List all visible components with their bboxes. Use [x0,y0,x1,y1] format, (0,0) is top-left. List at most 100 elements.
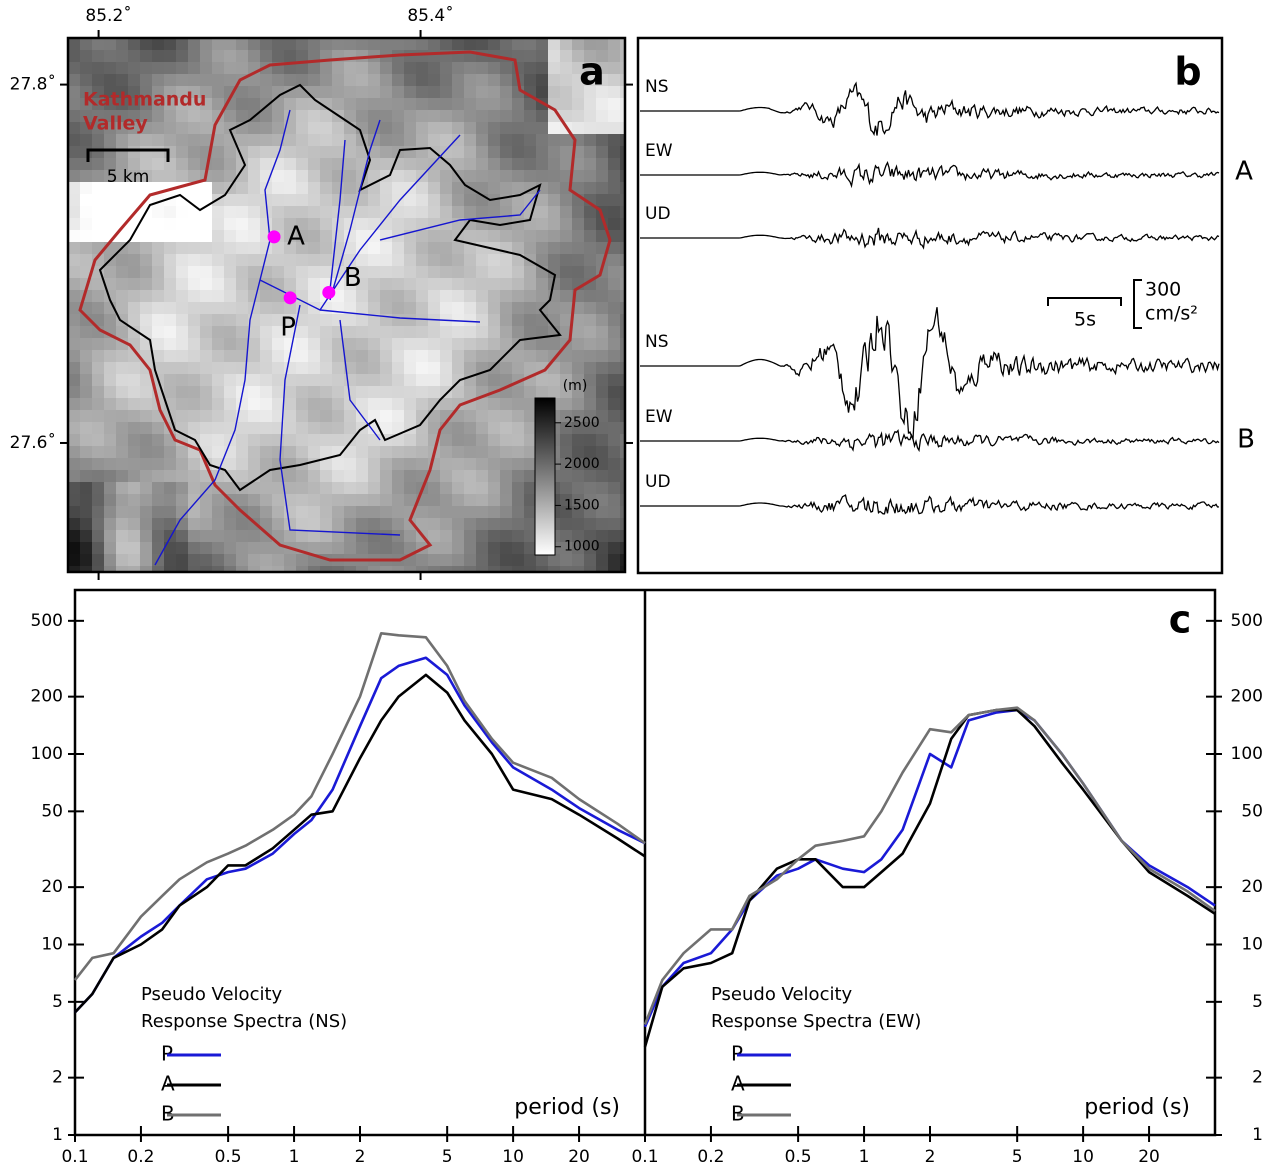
elevation-cell [500,122,513,135]
elevation-cell [380,86,393,99]
elevation-cell [476,266,489,279]
elevation-cell [476,422,489,435]
elevation-cell [260,146,273,159]
elevation-cell [584,302,597,315]
elevation-cell [596,170,609,183]
elevation-cell [68,122,81,135]
elevation-cell [596,194,609,207]
elevation-cell [188,242,201,255]
elevation-cell [608,554,621,567]
elevation-cell [200,554,213,567]
elevation-cell [320,422,333,435]
elevation-cell [500,38,513,51]
elevation-cell [152,62,165,75]
elevation-cell [404,38,417,51]
elevation-cell [428,494,441,507]
elevation-cell [272,254,285,267]
elevation-cell [152,230,165,243]
elevation-cell [452,506,465,519]
elevation-cell [440,398,453,411]
elevation-cell [380,38,393,51]
elevation-cell [152,218,165,231]
elevation-cell [80,482,93,495]
elevation-cell [536,134,549,147]
elevation-cell [464,470,477,483]
elevation-cell [320,374,333,387]
elevation-cell [332,122,345,135]
elevation-cell [476,86,489,99]
elevation-cell [68,266,81,279]
elevation-cell [128,422,141,435]
elevation-cell [92,218,105,231]
elevation-cell [320,170,333,183]
elevation-cell [104,134,117,147]
elevation-cell [512,434,525,447]
elevation-cell [212,374,225,387]
elevation-cell [128,434,141,447]
elevation-cell [608,518,621,531]
elevation-cell [92,458,105,471]
elevation-cell [392,410,405,423]
elevation-cell [512,422,525,435]
elevation-cell [440,182,453,195]
elevation-cell [548,182,561,195]
x-tick-label: 5 [1012,1147,1023,1167]
elevation-cell [152,314,165,327]
station [322,286,335,299]
elevation-cell [608,494,621,507]
elevation-cell [344,470,357,483]
elevation-cell [320,542,333,555]
elevation-cell [440,338,453,351]
elevation-cell [464,278,477,291]
elevation-cell [440,326,453,339]
elevation-cell [440,386,453,399]
elevation-cell [272,386,285,399]
elevation-cell [452,458,465,471]
elevation-cell [428,194,441,207]
elevation-cell [188,146,201,159]
elevation-cell [596,158,609,171]
elevation-cell [428,506,441,519]
elevation-cell [68,38,81,51]
elevation-cell [536,278,549,291]
elevation-cell [260,374,273,387]
elevation-cell [488,74,501,87]
elevation-cell [500,254,513,267]
elevation-cell [332,410,345,423]
elevation-cell [596,434,609,447]
elevation-cell [176,266,189,279]
elevation-cell [524,170,537,183]
elevation-cell [608,122,621,135]
elevation-cell [152,518,165,531]
elevation-cell [560,278,573,291]
elevation-cell [188,62,201,75]
elevation-cell [272,38,285,51]
elevation-cell [512,494,525,507]
elevation-cell [464,62,477,75]
elevation-cell [92,38,105,51]
elevation-cell [92,206,105,219]
elevation-cell [80,206,93,219]
elevation-cell [560,434,573,447]
elevation-cell [212,254,225,267]
elevation-cell [476,74,489,87]
elevation-cell [164,110,177,123]
elevation-cell [188,290,201,303]
elevation-cell [164,482,177,495]
elevation-cell [464,542,477,555]
elevation-cell [464,410,477,423]
elevation-cell [332,482,345,495]
elevation-cell [320,158,333,171]
elevation-cell [200,74,213,87]
elevation-cell [188,122,201,135]
elevation-cell [512,326,525,339]
elevation-cell [500,530,513,543]
elevation-cell [368,350,381,363]
elevation-cell [380,530,393,543]
elevation-cell [548,242,561,255]
elevation-cell [248,182,261,195]
elevation-cell [608,374,621,387]
elevation-cell [188,50,201,63]
elevation-cell [68,74,81,87]
elevation-cell [416,86,429,99]
